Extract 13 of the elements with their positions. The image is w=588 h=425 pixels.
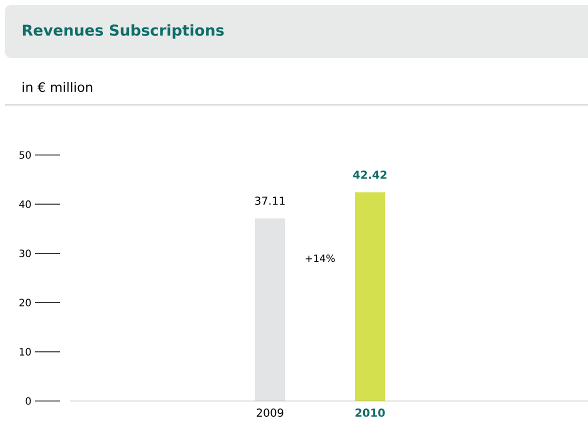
x-tick-label: 2009	[256, 408, 284, 417]
x-tick-label: 2010	[356, 408, 385, 417]
y-tick-label: 0	[26, 397, 31, 405]
chart-subtitle: in € million	[22, 82, 92, 92]
data-label: 42.42	[353, 170, 386, 179]
chart-title: Revenues Subscriptions	[22, 24, 224, 39]
y-tick-label: 30	[20, 250, 31, 258]
data-label: 37.11	[255, 196, 285, 205]
y-tick-label: 50	[20, 151, 31, 159]
annotation: +14%	[306, 254, 335, 262]
y-tick-label: 20	[19, 298, 31, 306]
y-tick-label: 10	[20, 348, 31, 356]
y-tick-label: 40	[19, 200, 31, 208]
